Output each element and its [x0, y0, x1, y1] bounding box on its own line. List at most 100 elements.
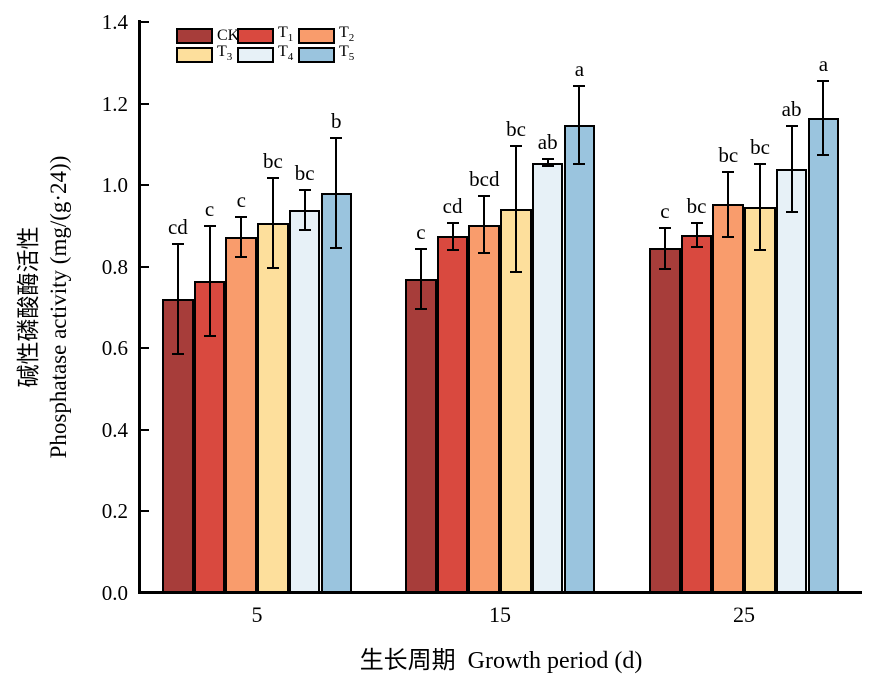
significance-letter: c	[660, 199, 670, 223]
y-tick	[140, 265, 149, 268]
error-bar-cap-top	[754, 162, 766, 165]
x-axis-title: 生长周期 Growth period (d)	[359, 648, 643, 674]
legend-entry-t3: T3	[176, 43, 237, 65]
error-bar-cap-bottom	[785, 210, 798, 213]
error-bar-cap-bottom	[658, 267, 671, 270]
error-bar-cap-bottom	[722, 235, 735, 238]
error-bar-cap-bottom	[754, 248, 766, 251]
error-bar-cap-top	[817, 80, 830, 83]
error-bar-line	[578, 86, 581, 164]
significance-letter: bc	[506, 116, 526, 141]
error-bar-cap-bottom	[298, 229, 311, 232]
error-bar-line	[419, 249, 422, 309]
significance-letter: ab	[537, 130, 558, 155]
error-bar-cap-top	[266, 176, 279, 179]
legend-swatch-t5	[298, 46, 335, 63]
bar-t5-group2	[563, 124, 596, 593]
legend-swatch-t2	[298, 27, 335, 44]
bar-t4-group3	[775, 168, 808, 593]
legend-row: T3 T4 T5	[176, 42, 359, 65]
error-bar-cap-bottom	[414, 307, 427, 310]
y-tick-label: 0.6	[101, 336, 128, 361]
error-bar-cap-bottom	[573, 162, 586, 165]
y-tick	[140, 21, 149, 23]
significance-letter: bc	[262, 148, 283, 173]
error-bar-cap-bottom	[235, 256, 248, 259]
significance-letter: bc	[294, 160, 315, 185]
legend-label: T4	[278, 42, 294, 64]
y-axis-spine	[138, 20, 141, 594]
error-bar-cap-bottom	[171, 353, 184, 356]
error-bar-cap-top	[722, 170, 735, 173]
legend-swatch-t4	[237, 46, 274, 63]
significance-letter: bc	[750, 134, 770, 159]
y-tick-label: 0.8	[101, 254, 128, 279]
legend-entry-t4: T4	[237, 42, 298, 65]
error-bar-cap-bottom	[541, 165, 554, 167]
error-bar-line	[335, 137, 338, 248]
significance-letter: bcd	[469, 167, 500, 192]
significance-letter: c	[236, 187, 246, 212]
significance-letter: c	[204, 197, 215, 222]
legend-entry-t1: T1	[237, 23, 298, 46]
error-bar-line	[271, 177, 274, 268]
error-bar-line	[546, 159, 549, 166]
y-tick-label: 0.2	[101, 499, 128, 524]
y-tick	[140, 347, 149, 350]
legend-label: T1	[278, 23, 294, 45]
y-tick	[140, 428, 149, 431]
y-axis-title-cn: 碱性磷酸酶活性	[16, 226, 41, 388]
y-tick-label: 0.0	[101, 581, 128, 605]
error-bar-cap-bottom	[330, 247, 343, 249]
error-bar-cap-bottom	[203, 334, 216, 337]
error-bar-cap-bottom	[510, 271, 522, 273]
error-bar-cap-top	[414, 248, 427, 251]
significance-letter: bc	[686, 193, 707, 218]
bar-ck-group3	[649, 248, 681, 593]
error-bar-line	[695, 222, 698, 248]
legend: CK T1 T2 T3 T4 T5	[176, 23, 359, 65]
error-bar-cap-top	[446, 221, 459, 224]
error-bar-cap-top	[573, 85, 586, 87]
error-bar-cap-top	[298, 188, 311, 191]
legend-label: T5	[339, 42, 355, 64]
legend-swatch-t1	[237, 27, 274, 44]
error-bar-line	[822, 81, 825, 155]
error-bar-line	[483, 196, 486, 254]
y-tick	[140, 102, 149, 105]
bar-t2-group3	[712, 204, 745, 593]
error-bar-cap-top	[690, 221, 703, 224]
y-tick-label: 1.4	[101, 10, 128, 34]
bar-ck-group2	[405, 278, 437, 593]
bar-t2-group1	[225, 236, 258, 593]
y-tick-label: 0.4	[101, 417, 128, 442]
error-bar-line	[303, 189, 306, 231]
error-bar-cap-top	[658, 227, 671, 229]
legend-swatch-t3	[176, 46, 213, 63]
x-category-label: 25	[733, 602, 755, 627]
bar-t1-group3	[680, 234, 713, 593]
error-bar-cap-top	[478, 195, 491, 198]
significance-letter: b	[331, 108, 342, 133]
error-bar-line	[208, 226, 211, 336]
legend-row: CK T1 T2	[176, 23, 359, 46]
error-bar-cap-top	[235, 215, 248, 218]
y-tick	[140, 510, 149, 513]
bar-t3-group1	[257, 222, 289, 593]
legend-swatch-ck	[176, 27, 213, 44]
error-bar-cap-top	[330, 136, 343, 139]
error-bar-cap-top	[510, 144, 522, 147]
error-bar-cap-bottom	[817, 153, 830, 156]
y-tick	[140, 184, 149, 187]
error-bar-cap-top	[541, 158, 554, 161]
significance-letter: cd	[442, 193, 463, 218]
bar-t5-group1	[320, 192, 353, 593]
bar-t4-group2	[531, 162, 564, 593]
error-bar-line	[176, 244, 179, 355]
bar-t3-group2	[500, 208, 532, 593]
error-bar-line	[759, 163, 761, 250]
significance-letter: ab	[781, 97, 802, 121]
error-bar-cap-bottom	[690, 246, 703, 249]
error-bar-line	[790, 126, 793, 212]
